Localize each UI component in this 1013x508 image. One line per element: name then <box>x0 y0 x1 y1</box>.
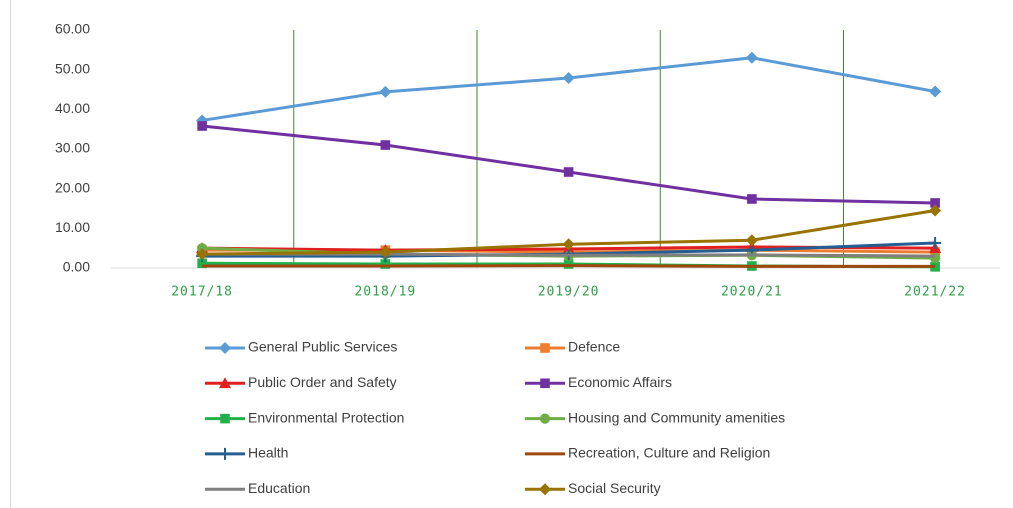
y-tick-label: 60.00 <box>55 21 90 37</box>
legend-marker <box>219 342 231 354</box>
legend-marker <box>540 378 550 389</box>
marker <box>380 140 391 150</box>
series-line <box>201 56 936 122</box>
marker <box>379 85 392 98</box>
legend-marker <box>220 413 230 424</box>
marker <box>929 85 942 98</box>
y-tick-label: 30.00 <box>55 140 90 156</box>
marker <box>745 234 758 247</box>
y-tick-label: 20.00 <box>55 179 90 195</box>
y-tick-label: 10.00 <box>55 219 90 235</box>
x-tick-label: 2018/19 <box>354 285 416 300</box>
marker <box>196 248 209 261</box>
legend-label: Health <box>248 445 288 461</box>
legend-label: Recreation, Culture and Religion <box>568 445 770 461</box>
x-tick-label: 2020/21 <box>721 285 783 300</box>
marker <box>930 198 940 208</box>
legend-label: Defence <box>568 339 620 355</box>
marker <box>929 237 942 250</box>
legend-label: General Public Services <box>248 339 397 355</box>
marker <box>747 194 757 204</box>
marker <box>929 204 942 217</box>
legend-marker <box>539 483 551 496</box>
legend-marker <box>539 413 551 424</box>
marker <box>197 121 207 131</box>
legend-label: Housing and Community amenities <box>568 409 785 425</box>
legend-label: Social Security <box>568 480 661 496</box>
marker <box>380 259 391 269</box>
marker <box>930 252 941 264</box>
legend-marker <box>219 377 231 389</box>
series-line <box>201 124 936 205</box>
legend-label: Environmental Protection <box>248 409 404 425</box>
x-tick-label: 2017/18 <box>171 285 233 300</box>
marker <box>563 167 574 177</box>
marker <box>562 238 575 251</box>
marker <box>745 51 758 64</box>
legend-marker <box>219 447 231 460</box>
marker <box>197 258 207 269</box>
y-tick-label: 50.00 <box>55 60 90 76</box>
legend-marker <box>540 343 550 353</box>
legend-label: Education <box>248 480 310 496</box>
marker <box>562 71 575 84</box>
legend-label: Economic Affairs <box>568 374 672 390</box>
x-tick-label: 2021/22 <box>904 285 966 300</box>
series-line <box>202 264 936 268</box>
marker <box>379 246 392 259</box>
y-tick-label: 0.00 <box>63 259 90 275</box>
marker <box>563 259 574 269</box>
x-tick-label: 2019/20 <box>538 285 600 300</box>
y-tick-label: 40.00 <box>55 100 90 116</box>
legend-label: Public Order and Safety <box>248 374 397 390</box>
